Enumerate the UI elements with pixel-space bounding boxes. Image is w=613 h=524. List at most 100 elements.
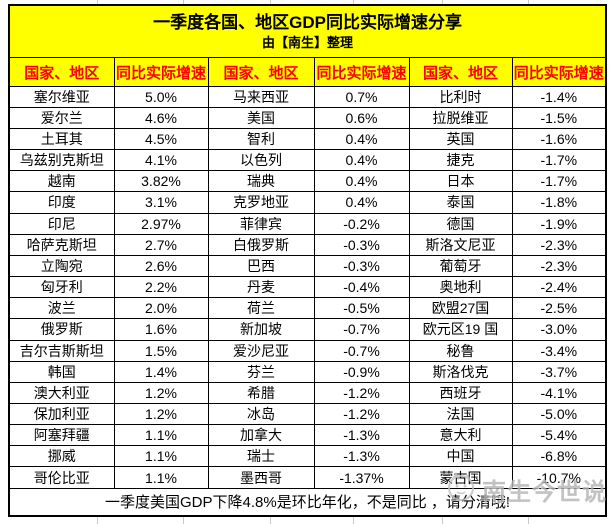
- sheet-gridline: [528, 0, 529, 4]
- country-name-cell: 英国: [408, 127, 513, 151]
- country-name-cell: 瑞士: [207, 445, 315, 468]
- growth-value-cell: -1.8%: [511, 191, 607, 214]
- country-name-cell: 塞尔维亚: [8, 85, 115, 108]
- growth-value-cell: 4.6%: [113, 106, 209, 129]
- growth-value-cell: -0.5%: [313, 297, 410, 320]
- country-name-cell: 日本: [408, 170, 513, 193]
- growth-value-cell: -1.3%: [313, 424, 410, 447]
- country-name-cell: 克罗地亚: [207, 191, 315, 214]
- growth-value-cell: 3.82%: [113, 170, 209, 193]
- sheet-gridline: [270, 0, 271, 4]
- country-name-cell: 西班牙: [408, 381, 513, 404]
- sheet-gridline: [528, 517, 529, 524]
- growth-value-cell: 0.4%: [313, 149, 410, 172]
- sheet-gridline: [270, 517, 271, 524]
- growth-value-cell: -1.9%: [511, 212, 607, 235]
- growth-value-cell: -0.9%: [313, 360, 410, 383]
- growth-value-cell: -1.4%: [511, 85, 607, 108]
- country-name-cell: 瑞典: [207, 170, 315, 193]
- table-row: 挪威 1.1% 瑞士 -1.3% 中国 -6.8%: [8, 445, 607, 468]
- country-name-cell: 冰岛: [207, 402, 315, 426]
- table-row: 印度 3.1% 克罗地亚 0.4% 泰国 -1.8%: [8, 191, 607, 214]
- column-header-country: 国家、地区: [8, 57, 115, 87]
- growth-value-cell: 1.5%: [113, 339, 209, 362]
- country-name-cell: 阿塞拜疆: [8, 424, 115, 447]
- sheet-gridlines-bottom: [0, 517, 613, 524]
- country-name-cell: 墨西哥: [207, 466, 315, 489]
- table-row: 阿塞拜疆 1.1% 加拿大 -1.3% 意大利 -5.4%: [8, 424, 607, 447]
- country-name-cell: 葡萄牙: [408, 254, 513, 278]
- growth-value-cell: -0.4%: [313, 276, 410, 299]
- growth-value-cell: -0.7%: [313, 318, 410, 341]
- table-row: 土耳其 4.5% 智利 0.4% 英国 -1.6%: [8, 127, 607, 151]
- title-block: 一季度各国、地区GDP同比实际增速分享 由【南生】整理: [8, 4, 607, 59]
- growth-value-cell: -1.6%: [511, 127, 607, 151]
- table-row: 吉尔吉斯斯坦 1.5% 爱沙尼亚 -0.7% 秘鲁 -3.4%: [8, 339, 607, 362]
- country-name-cell: 加拿大: [207, 424, 315, 447]
- country-name-cell: 马来西亚: [207, 85, 315, 108]
- country-name-cell: 巴西: [207, 254, 315, 278]
- country-name-cell: 捷克: [408, 149, 513, 172]
- growth-value-cell: -3.4%: [511, 339, 607, 362]
- growth-value-cell: 1.1%: [113, 424, 209, 447]
- growth-value-cell: -1.2%: [313, 402, 410, 426]
- growth-value-cell: 2.0%: [113, 297, 209, 320]
- growth-value-cell: -5.4%: [511, 424, 607, 447]
- growth-value-cell: 1.4%: [113, 360, 209, 383]
- growth-value-cell: 3.1%: [113, 191, 209, 214]
- column-header-country: 国家、地区: [408, 57, 513, 87]
- country-name-cell: 匈牙利: [8, 276, 115, 299]
- country-name-cell: 中国: [408, 445, 513, 468]
- growth-value-cell: 1.1%: [113, 445, 209, 468]
- country-name-cell: 芬兰: [207, 360, 315, 383]
- growth-value-cell: -1.3%: [313, 445, 410, 468]
- table-row: 韩国 1.4% 芬兰 -0.9% 斯洛伐克 -3.7%: [8, 360, 607, 383]
- growth-value-cell: -1.5%: [511, 106, 607, 129]
- growth-value-cell: 0.6%: [313, 106, 410, 129]
- column-header-growth: 同比实际增速: [313, 57, 410, 87]
- table-row: 印尼 2.97% 菲律宾 -0.2% 德国 -1.9%: [8, 212, 607, 235]
- growth-value-cell: -5.0%: [511, 402, 607, 426]
- country-name-cell: 意大利: [408, 424, 513, 447]
- growth-value-cell: -3.7%: [511, 360, 607, 383]
- country-name-cell: 哈萨克斯坦: [8, 233, 115, 256]
- country-name-cell: 丹麦: [207, 276, 315, 299]
- gdp-growth-table: 一季度各国、地区GDP同比实际增速分享 由【南生】整理 国家、地区 同比实际增速国…: [8, 4, 608, 517]
- country-name-cell: 俄罗斯: [8, 318, 115, 341]
- column-header-country: 国家、地区: [207, 57, 315, 87]
- country-name-cell: 德国: [408, 212, 513, 235]
- country-name-cell: 希腊: [207, 381, 315, 404]
- country-name-cell: 越南: [8, 170, 115, 193]
- growth-value-cell: -10.7%: [511, 466, 607, 489]
- country-name-cell: 印尼: [8, 212, 115, 235]
- page-title: 一季度各国、地区GDP同比实际增速分享: [153, 13, 462, 33]
- table-row: 保加利亚 1.2% 冰岛 -1.2% 法国 -5.0%: [8, 402, 607, 426]
- footer-note: 一季度美国GDP下降4.8%是环比年化，不是同比 ，请分清哦!: [8, 487, 607, 517]
- country-name-cell: 挪威: [8, 445, 115, 468]
- growth-value-cell: 1.1%: [113, 466, 209, 489]
- country-name-cell: 智利: [207, 127, 315, 151]
- country-name-cell: 法国: [408, 402, 513, 426]
- growth-value-cell: 1.6%: [113, 318, 209, 341]
- country-name-cell: 立陶宛: [8, 254, 115, 278]
- growth-value-cell: 2.97%: [113, 212, 209, 235]
- growth-value-cell: -1.7%: [511, 149, 607, 172]
- growth-value-cell: -2.4%: [511, 276, 607, 299]
- growth-value-cell: -6.8%: [511, 445, 607, 468]
- country-name-cell: 韩国: [8, 360, 115, 383]
- table-row: 匈牙利 2.2% 丹麦 -0.4% 奥地利 -2.4%: [8, 276, 607, 299]
- country-name-cell: 白俄罗斯: [207, 233, 315, 256]
- growth-value-cell: -0.3%: [313, 254, 410, 278]
- table-row: 塞尔维亚 5.0% 马来西亚 0.7% 比利时 -1.4%: [8, 85, 607, 108]
- growth-value-cell: -2.3%: [511, 254, 607, 278]
- table-row: 越南 3.82% 瑞典 0.4% 日本 -1.7%: [8, 170, 607, 193]
- growth-value-cell: -1.7%: [511, 170, 607, 193]
- country-name-cell: 波兰: [8, 297, 115, 320]
- sheet-gridline: [183, 0, 184, 4]
- sheet-gridline: [353, 0, 354, 4]
- country-name-cell: 保加利亚: [8, 402, 115, 426]
- country-name-cell: 印度: [8, 191, 115, 214]
- footer-row: 一季度美国GDP下降4.8%是环比年化，不是同比 ，请分清哦!: [8, 487, 607, 517]
- country-name-cell: 欧元区19 国: [408, 318, 513, 341]
